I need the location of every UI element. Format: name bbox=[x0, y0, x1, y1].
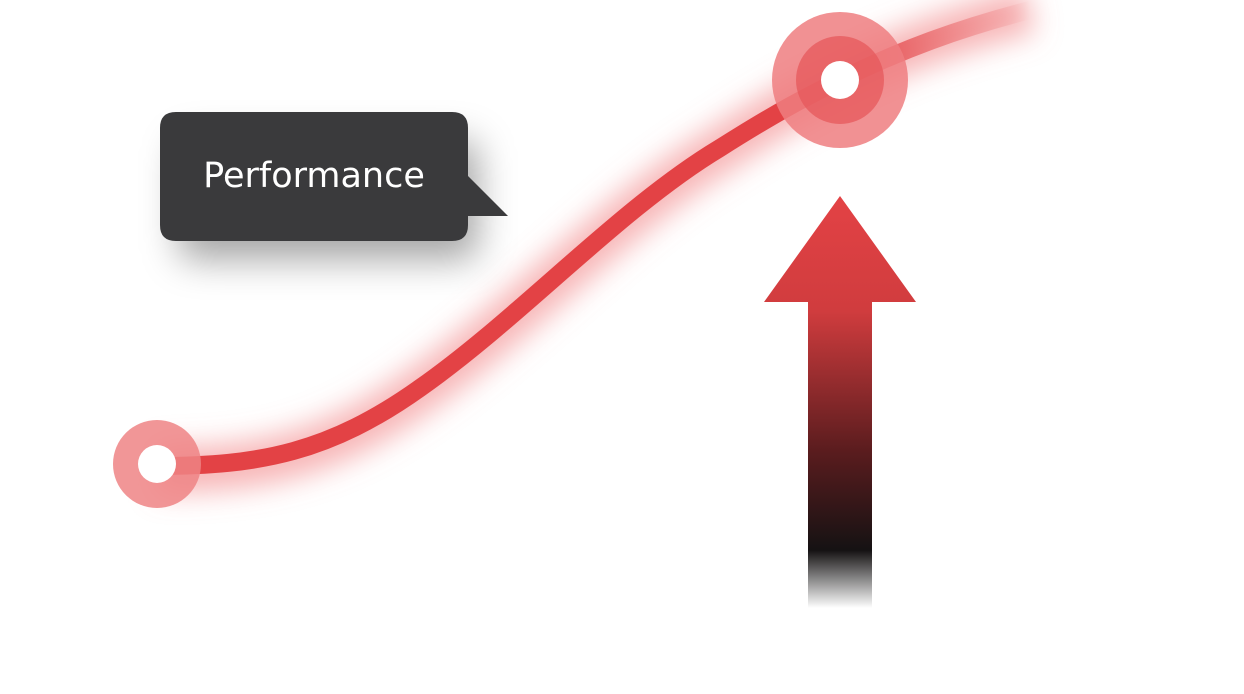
callout-bubble bbox=[160, 112, 508, 241]
end-marker bbox=[772, 12, 908, 148]
up-arrow-icon bbox=[764, 196, 916, 608]
performance-curve bbox=[148, 71, 849, 475]
start-marker bbox=[113, 420, 201, 508]
performance-callout: Performance bbox=[160, 112, 508, 260]
callout-label: Performance bbox=[203, 156, 425, 196]
